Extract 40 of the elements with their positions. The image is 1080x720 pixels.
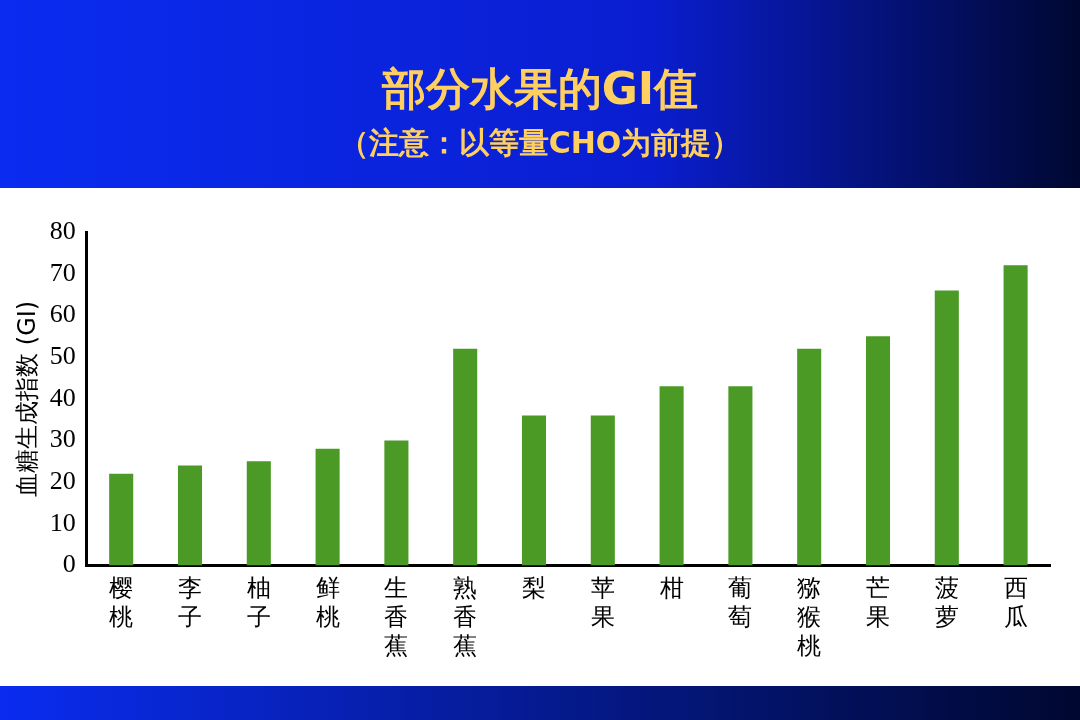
bar — [315, 448, 340, 566]
bar — [659, 386, 684, 566]
y-tick-label: 60 — [49, 299, 76, 329]
bar — [177, 465, 203, 566]
x-tick-label: 生香蕉 — [384, 575, 409, 659]
y-axis-title: 血糖生成指数 (GI) — [12, 300, 41, 497]
chart-subtitle: （注意：以等量CHO为前提） — [337, 124, 743, 162]
bar — [453, 348, 478, 566]
x-tick-label: 梨 — [522, 575, 546, 602]
bar — [934, 290, 959, 566]
x-tick-label: 柑 — [658, 575, 684, 602]
x-tick-label: 西瓜 — [1003, 575, 1028, 631]
bar — [1003, 265, 1028, 566]
bar — [865, 336, 891, 566]
y-tick-label: 40 — [49, 382, 76, 412]
chart-title: 部分水果的GI值 — [380, 62, 700, 116]
x-tick-label: 菠萝 — [934, 575, 959, 631]
bar — [109, 473, 134, 566]
x-tick-label: 葡萄 — [728, 575, 753, 631]
x-tick-label: 樱桃 — [109, 575, 134, 631]
x-tick-label: 芒果 — [866, 575, 890, 631]
x-tick-label: 猕猴桃 — [797, 575, 822, 659]
bar — [246, 461, 271, 566]
x-tick-label: 李子 — [178, 575, 202, 631]
bar — [384, 440, 409, 566]
x-tick-label: 鲜桃 — [315, 575, 340, 631]
y-tick-label: 20 — [49, 466, 76, 496]
y-tick-label: 50 — [49, 340, 76, 370]
bar — [797, 348, 822, 566]
y-tick-label: 10 — [49, 507, 76, 537]
x-tick-label: 柚子 — [246, 575, 271, 631]
y-tick-label: 0 — [62, 549, 76, 579]
x-tick-label: 苹果 — [590, 575, 615, 631]
bar — [590, 415, 615, 566]
x-tick-label: 熟香蕉 — [453, 575, 478, 659]
y-tick-label: 80 — [49, 215, 76, 245]
bar — [521, 415, 547, 566]
y-tick-label: 70 — [49, 257, 76, 287]
bar — [728, 386, 753, 566]
y-tick-label: 30 — [49, 424, 76, 454]
